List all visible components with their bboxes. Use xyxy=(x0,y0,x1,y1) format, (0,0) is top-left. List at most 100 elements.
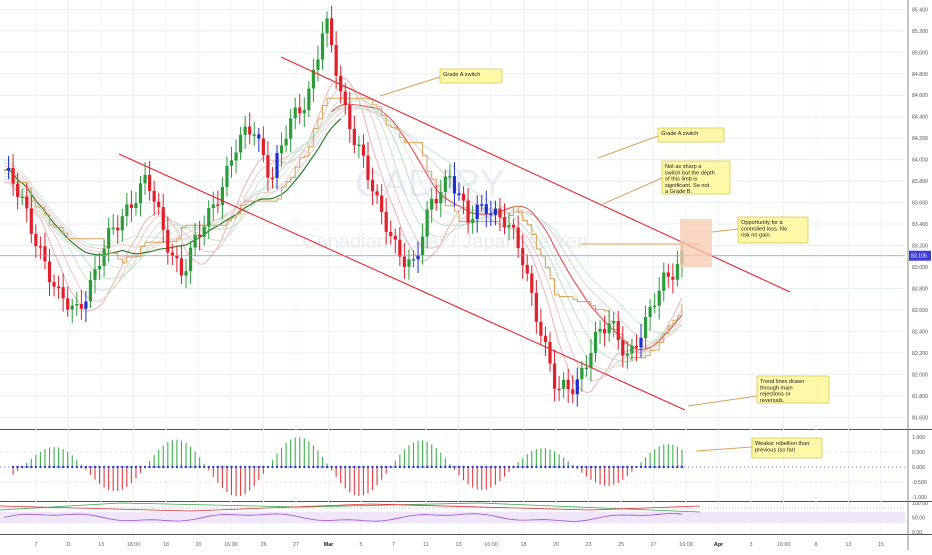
candle-body xyxy=(52,282,56,287)
annotation-text: Grade A switch xyxy=(661,131,698,137)
macd-zero-dot xyxy=(607,465,611,469)
macd-zero-dot xyxy=(112,465,115,469)
candle-body xyxy=(148,174,152,191)
candle-body xyxy=(75,303,79,306)
candle-body xyxy=(211,204,215,209)
time-tick-label: 18:00 xyxy=(127,542,141,548)
candle-body xyxy=(307,88,311,111)
macd-zero-dot xyxy=(262,465,265,469)
price-tick-label: 83.000 xyxy=(912,265,928,271)
macd-zero-dot xyxy=(576,465,579,469)
ma-ribbon-line xyxy=(3,106,683,352)
candle-body xyxy=(207,208,211,227)
time-tick-label: 13 xyxy=(456,542,462,548)
time-tick-label: 7 xyxy=(35,542,38,548)
macd-zero-dot xyxy=(444,465,447,469)
price-tick-label: 85.000 xyxy=(912,50,928,56)
annotation-note-trendlines[interactable]: Trend lines drawn through main rejections … xyxy=(756,375,830,404)
candle-body xyxy=(70,305,74,310)
candle-body xyxy=(79,303,83,309)
macd-zero-dot xyxy=(357,465,361,469)
macd-zero-dot xyxy=(316,465,320,469)
time-tick-label: 25 xyxy=(618,542,624,548)
time-tick-label: 13 xyxy=(846,542,852,548)
annotation-note-gradeA1[interactable]: Grade A switch xyxy=(439,68,503,84)
time-tick-label: 16:00 xyxy=(224,542,238,548)
price-tick-label: 82.200 xyxy=(912,351,928,357)
annotation-note-notSharp[interactable]: Not as sharp a switch but the depth of thi… xyxy=(661,160,731,195)
ma-ribbon-line xyxy=(3,99,683,363)
candle-body xyxy=(625,353,629,356)
macd-zero-dot xyxy=(253,465,256,469)
macd-zero-dot xyxy=(330,465,333,469)
macd-zero-dot xyxy=(107,465,110,469)
macd-zero-dot xyxy=(407,465,411,469)
candle-body xyxy=(270,177,275,180)
annotation-note-rebellion[interactable]: Weaker rebellion than previous (so far) xyxy=(751,437,823,459)
kijun-step-line xyxy=(4,97,683,359)
macd-zero-dot xyxy=(585,465,588,469)
candle-body xyxy=(325,18,329,34)
candle-body xyxy=(239,134,243,153)
macd-zero-dot xyxy=(16,465,19,469)
candle-body xyxy=(448,176,452,178)
candle-body xyxy=(607,323,611,334)
candle-body xyxy=(243,126,247,135)
candle-body xyxy=(293,107,297,119)
candle-body xyxy=(43,246,47,262)
time-tick-label: 20 xyxy=(196,542,202,548)
macd-zero-dot xyxy=(571,465,574,469)
macd-zero-dot xyxy=(448,465,452,469)
annotation-text: Opportunity for a controlled loss. No risk… xyxy=(741,220,787,239)
annotation-note-opportunity[interactable]: Opportunity for a controlled loss. No risk… xyxy=(737,216,809,244)
time-tick-label: 16:00 xyxy=(484,542,498,548)
macd-zero-dot xyxy=(366,465,370,469)
macd-zero-dot xyxy=(61,465,65,469)
candle-body xyxy=(498,208,502,218)
candle-body xyxy=(161,207,165,230)
candle-body xyxy=(543,335,548,343)
macd-zero-dot xyxy=(635,465,638,469)
macd-zero-dot xyxy=(80,465,83,469)
macd-zero-dot xyxy=(284,465,288,469)
macd-zero-dot xyxy=(480,465,483,469)
macd-zero-dot xyxy=(221,465,224,469)
rsi-line xyxy=(3,513,682,522)
candle-body xyxy=(352,128,356,146)
macd-zero-dot xyxy=(658,465,661,469)
time-tick-label: 18 xyxy=(163,542,169,548)
annotation-note-gradeA2[interactable]: Grade A switch xyxy=(657,127,725,143)
macd-zero-dot xyxy=(630,465,634,469)
candle-body xyxy=(616,321,620,340)
macd-zero-dot xyxy=(485,465,488,469)
macd-zero-dot xyxy=(389,465,392,469)
price-tick-label: 82.600 xyxy=(912,308,928,314)
annotation-pointer xyxy=(597,135,659,159)
macd-zero-dot xyxy=(544,465,547,469)
time-tick-label: 5 xyxy=(360,542,363,548)
rsi-tick-label: 100.00 xyxy=(912,501,928,507)
macd-zero-dot xyxy=(239,465,242,469)
candle-body xyxy=(316,59,320,70)
macd-zero-dot xyxy=(653,465,656,469)
indicator-line xyxy=(0,503,701,512)
macd-zero-dot xyxy=(671,465,675,469)
candle-body xyxy=(557,388,561,391)
candle-body xyxy=(461,193,466,201)
candle-body xyxy=(298,107,302,114)
candle-body xyxy=(88,279,93,302)
macd-zero-dot xyxy=(680,465,684,469)
macd-zero-dot xyxy=(243,465,247,469)
macd-zero-dot xyxy=(93,465,97,469)
candle-body xyxy=(416,254,420,260)
macd-zero-dot xyxy=(184,465,188,469)
candle-body xyxy=(443,176,447,193)
ma-ribbon-line xyxy=(3,92,683,370)
candle-body xyxy=(61,287,65,299)
macd-zero-dot xyxy=(344,465,347,469)
price-tick-label: 84.600 xyxy=(912,93,928,99)
macd-zero-dot xyxy=(89,465,92,469)
macd-zero-dot xyxy=(667,465,670,469)
